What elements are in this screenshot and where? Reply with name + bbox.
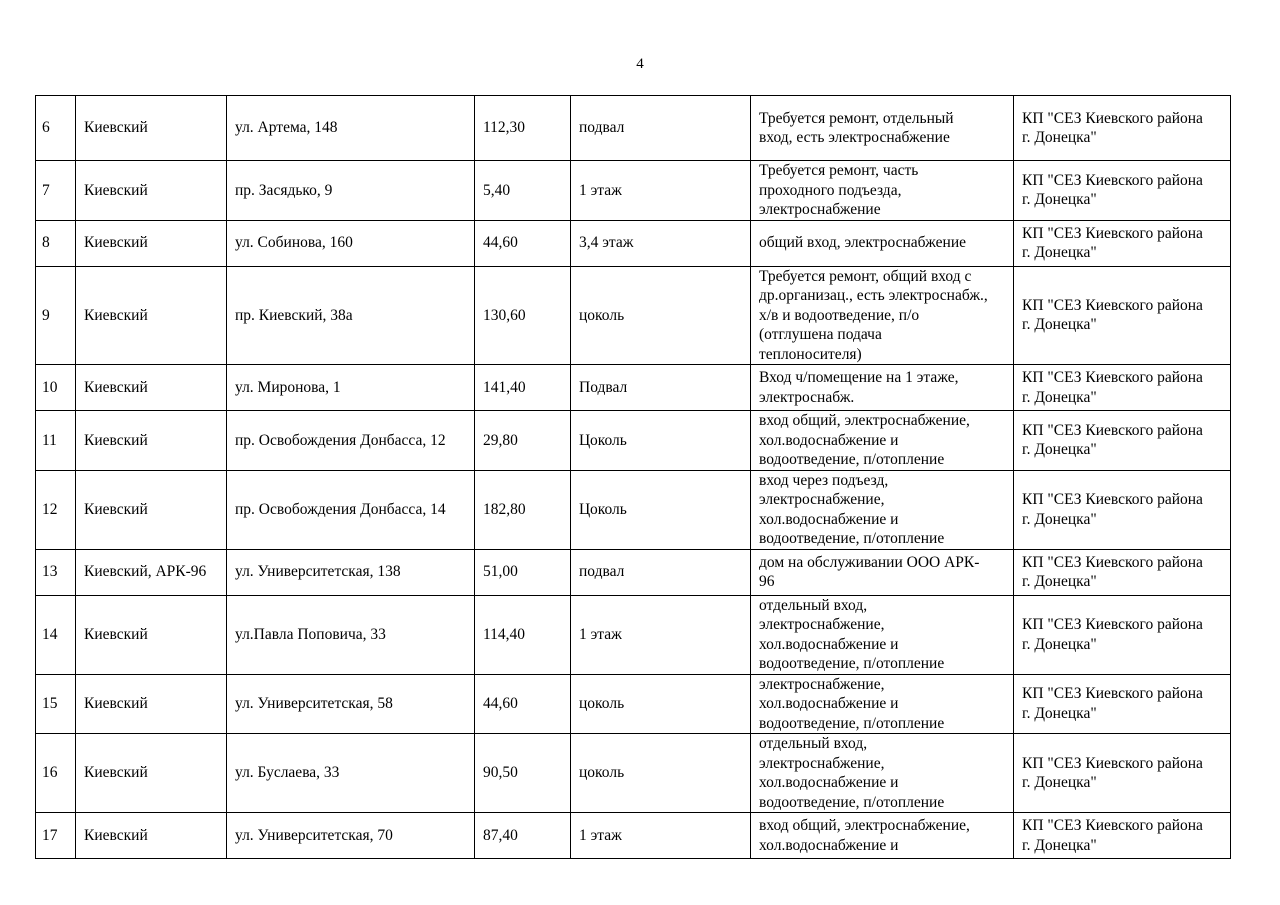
address-cell: ул. Буслаева, 33 <box>226 733 475 813</box>
holder-cell: КП "СЕЗ Киевского района г. Донецка" <box>1013 812 1231 859</box>
area-cell: 141,40 <box>474 364 571 411</box>
location-cell: подвал <box>570 548 751 596</box>
district-cell: Киевский <box>75 95 227 161</box>
location-cell: Цоколь <box>570 469 751 550</box>
address-cell: ул. Артема, 148 <box>226 95 475 161</box>
table-row: 15 Киевский ул. Университетская, 58 44,60 цо… <box>35 673 1231 734</box>
table-row: 12 Киевский пр. Освобождения Донбасса, 14 1… <box>35 469 1231 550</box>
description-cell: вход общий, электроснабжение, хол.водосн… <box>750 410 1014 471</box>
address-cell: ул. Университетская, 138 <box>226 548 475 596</box>
table-row: 17 Киевский ул. Университетская, 70 87,40 1 … <box>35 812 1231 859</box>
address-cell: ул. Собинова, 160 <box>226 219 475 267</box>
district-cell: Киевский <box>75 265 227 365</box>
location-cell: подвал <box>570 95 751 161</box>
table-row: 7 Киевский пр. Засядько, 9 5,40 1 этаж Требуе… <box>35 160 1231 221</box>
table-row: 11 Киевский пр. Освобождения Донбасса, 12 2… <box>35 410 1231 471</box>
holder-cell: КП "СЕЗ Киевского района г. Донецка" <box>1013 410 1231 471</box>
row-number: 6 <box>35 95 76 161</box>
district-cell: Киевский <box>75 469 227 550</box>
area-cell: 182,80 <box>474 469 571 550</box>
holder-cell: КП "СЕЗ Киевского района г. Донецка" <box>1013 673 1231 734</box>
area-cell: 29,80 <box>474 410 571 471</box>
row-number: 13 <box>35 548 76 596</box>
table-row: 10 Киевский ул. Миронова, 1 141,40 Подвал Вхо… <box>35 364 1231 411</box>
description-cell: Вход ч/помещение на 1 этаже, электроснаб… <box>750 364 1014 411</box>
holder-cell: КП "СЕЗ Киевского района г. Донецка" <box>1013 364 1231 411</box>
location-cell: Цоколь <box>570 410 751 471</box>
holder-cell: КП "СЕЗ Киевского района г. Донецка" <box>1013 95 1231 161</box>
description-cell: общий вход, электроснабжение <box>750 219 1014 267</box>
holder-cell: КП "СЕЗ Киевского района г. Донецка" <box>1013 594 1231 675</box>
row-number: 17 <box>35 812 76 859</box>
area-cell: 112,30 <box>474 95 571 161</box>
table-row: 6 Киевский ул. Артема, 148 112,30 подвал Треб… <box>35 95 1231 161</box>
description-cell: Требуется ремонт, часть проходного подъе… <box>750 160 1014 221</box>
address-cell: ул. Миронова, 1 <box>226 364 475 411</box>
area-cell: 44,60 <box>474 219 571 267</box>
area-cell: 130,60 <box>474 265 571 365</box>
area-cell: 51,00 <box>474 548 571 596</box>
location-cell: 1 этаж <box>570 160 751 221</box>
row-number: 15 <box>35 673 76 734</box>
district-cell: Киевский <box>75 364 227 411</box>
description-cell: Требуется ремонт, отдельный вход, есть э… <box>750 95 1014 161</box>
location-cell: цоколь <box>570 733 751 813</box>
location-cell: 1 этаж <box>570 812 751 859</box>
premises-table: 6 Киевский ул. Артема, 148 112,30 подвал Треб… <box>35 95 1231 859</box>
description-cell: дом на обслуживании ООО АРК- 96 <box>750 548 1014 596</box>
address-cell: пр. Киевский, 38а <box>226 265 475 365</box>
district-cell: Киевский <box>75 733 227 813</box>
holder-cell: КП "СЕЗ Киевского района г. Донецка" <box>1013 548 1231 596</box>
row-number: 10 <box>35 364 76 411</box>
table-row: 8 Киевский ул. Собинова, 160 44,60 3,4 этаж о… <box>35 219 1231 267</box>
row-number: 14 <box>35 594 76 675</box>
area-cell: 44,60 <box>474 673 571 734</box>
address-cell: ул. Университетская, 70 <box>226 812 475 859</box>
holder-cell: КП "СЕЗ Киевского района г. Донецка" <box>1013 160 1231 221</box>
area-cell: 5,40 <box>474 160 571 221</box>
district-cell: Киевский, АРК-96 <box>75 548 227 596</box>
district-cell: Киевский <box>75 594 227 675</box>
table-row: 16 Киевский ул. Буслаева, 33 90,50 цоколь от… <box>35 733 1231 813</box>
description-cell: отдельный вход, электроснабжение, хол.во… <box>750 594 1014 675</box>
holder-cell: КП "СЕЗ Киевского района г. Донецка" <box>1013 219 1231 267</box>
location-cell: цоколь <box>570 673 751 734</box>
area-cell: 114,40 <box>474 594 571 675</box>
row-number: 7 <box>35 160 76 221</box>
address-cell: ул. Университетская, 58 <box>226 673 475 734</box>
address-cell: пр. Освобождения Донбасса, 12 <box>226 410 475 471</box>
area-cell: 90,50 <box>474 733 571 813</box>
district-cell: Киевский <box>75 673 227 734</box>
table-row: 14 Киевский ул.Павла Поповича, 33 114,40 1 э… <box>35 594 1231 675</box>
row-number: 9 <box>35 265 76 365</box>
district-cell: Киевский <box>75 812 227 859</box>
holder-cell: КП "СЕЗ Киевского района г. Донецка" <box>1013 265 1231 365</box>
address-cell: ул.Павла Поповича, 33 <box>226 594 475 675</box>
table-row: 13 Киевский, АРК-96 ул. Университетская, 1… <box>35 548 1231 596</box>
district-cell: Киевский <box>75 410 227 471</box>
holder-cell: КП "СЕЗ Киевского района г. Донецка" <box>1013 469 1231 550</box>
description-cell: электроснабжение, хол.водоснабжение и во… <box>750 673 1014 734</box>
description-cell: Требуется ремонт, общий вход с др.органи… <box>750 265 1014 365</box>
page-number: 4 <box>636 56 644 72</box>
address-cell: пр. Освобождения Донбасса, 14 <box>226 469 475 550</box>
area-cell: 87,40 <box>474 812 571 859</box>
table-row: 9 Киевский пр. Киевский, 38а 130,60 цоколь Тр… <box>35 265 1231 365</box>
description-cell: вход через подъезд, электроснабжение, хо… <box>750 469 1014 550</box>
row-number: 8 <box>35 219 76 267</box>
row-number: 11 <box>35 410 76 471</box>
location-cell: Подвал <box>570 364 751 411</box>
location-cell: 1 этаж <box>570 594 751 675</box>
location-cell: 3,4 этаж <box>570 219 751 267</box>
row-number: 12 <box>35 469 76 550</box>
row-number: 16 <box>35 733 76 813</box>
district-cell: Киевский <box>75 219 227 267</box>
address-cell: пр. Засядько, 9 <box>226 160 475 221</box>
district-cell: Киевский <box>75 160 227 221</box>
location-cell: цоколь <box>570 265 751 365</box>
holder-cell: КП "СЕЗ Киевского района г. Донецка" <box>1013 733 1231 813</box>
description-cell: вход общий, электроснабжение, хол.водосн… <box>750 812 1014 859</box>
description-cell: отдельный вход, электроснабжение, хол.во… <box>750 733 1014 813</box>
